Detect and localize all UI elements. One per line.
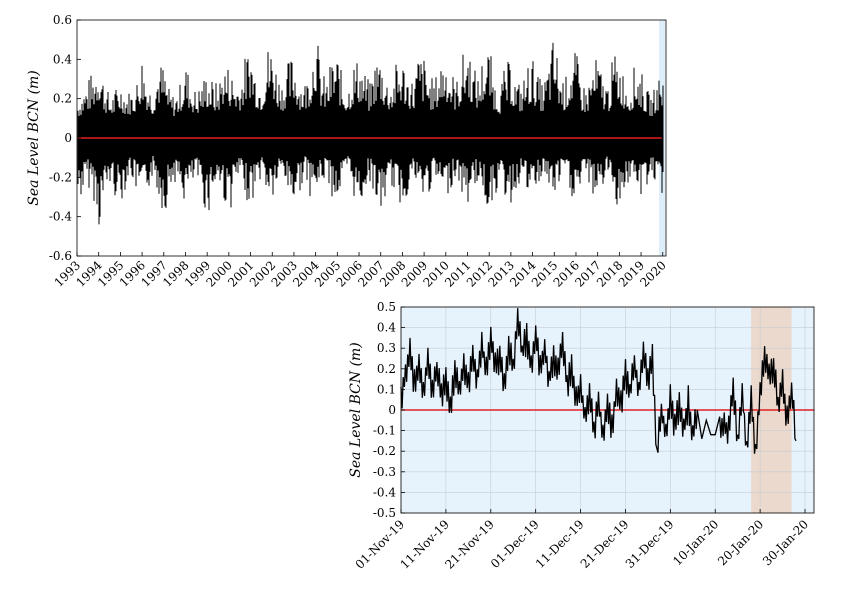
top-chart: 0.6 0.4 0.2 0 -0.2 -0.4 -0.6 19931994199519961… [26,13,669,290]
top-y-axis-label: Sea Level BCN (m) [26,70,42,206]
bottom-y-tick-label: 0.1 [377,382,396,396]
bottom-x-tick-label: 10-Jan-20 [670,517,721,568]
bottom-y-tick-label: 0.4 [377,321,396,335]
bottom-y-axis-label: Sea Level BCN (m) [348,342,364,478]
bottom-y-tick-label: 0 [388,403,396,417]
bottom-y-tick-label: -0.2 [373,444,396,458]
bottom-x-tick-label: 21-Nov-19 [442,517,497,572]
bottom-y-tick-label: -0.3 [373,465,396,479]
top-x-ticks: 1993199419951996199719981999200020012002… [52,252,669,290]
bottom-y-tick-label: 0.2 [377,362,396,376]
top-series-path [77,42,664,225]
bottom-y-ticks: 0.5 0.4 0.3 0.2 0.1 0 -0.1 -0.2 -0.3 -0.4 -0.5 [373,300,405,520]
top-series-bars [77,42,664,225]
bottom-chart: 0.5 0.4 0.3 0.2 0.1 0 -0.1 -0.2 -0.3 -0.4 -0.5 01-… [348,300,815,572]
bottom-x-tick-label: 31-Dec-19 [623,517,677,571]
bottom-y-tick-label: -0.4 [373,485,397,499]
top-y-tick-label: 0 [64,131,72,145]
top-y-tick-label: 0.4 [53,52,72,66]
bottom-x-tick-label: 30-Jan-20 [760,517,811,568]
bottom-y-tick-label: 0.5 [377,300,396,314]
top-y-tick-label: 0.6 [53,13,72,27]
bottom-y-tick-label: 0.3 [377,341,396,355]
bottom-x-ticks: 01-Nov-1911-Nov-1921-Nov-1901-Dec-1911-D… [353,509,811,572]
top-y-tick-label: -0.4 [49,210,73,224]
top-x-tick-label: 2020 [637,258,668,289]
bottom-y-tick-label: -0.5 [373,506,396,520]
top-y-tick-label: -0.2 [49,170,72,184]
top-y-tick-label: -0.6 [49,249,72,263]
top-y-tick-label: 0.2 [53,92,72,106]
bottom-series-line [400,308,797,454]
top-y-ticks: 0.6 0.4 0.2 0 -0.2 -0.4 -0.6 [49,13,81,263]
bottom-y-tick-label: -0.1 [373,424,396,438]
bottom-x-tick-label: 20-Jan-20 [715,517,766,568]
